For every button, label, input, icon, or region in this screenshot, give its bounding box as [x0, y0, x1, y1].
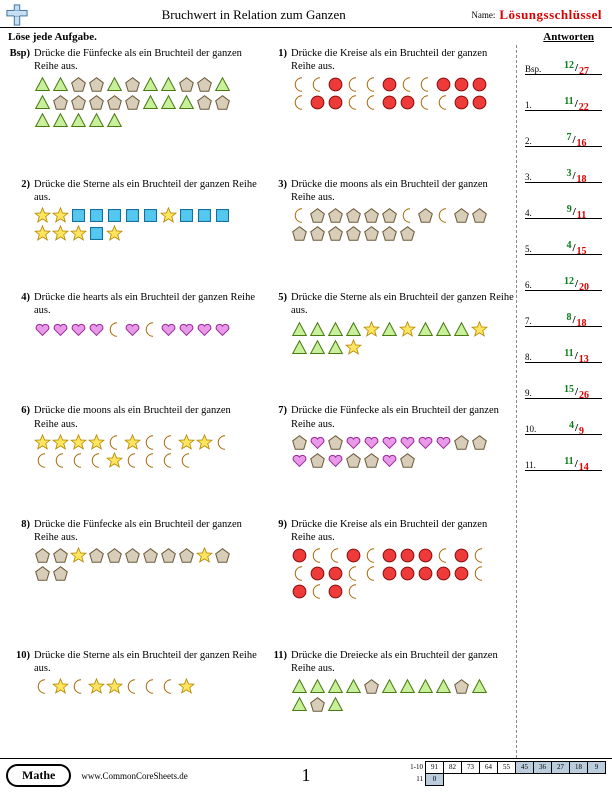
problems-grid: Bsp) Drücke die Fünfecke als ein Bruchte… — [8, 45, 516, 758]
problem: 1) Drücke die Kreise als ein Bruchteil d… — [265, 45, 516, 174]
answer-value: 9/11 — [551, 206, 602, 218]
problem-number: 2) — [8, 178, 34, 283]
problem-text: Drücke die Sterne als ein Bruchteil der … — [34, 649, 257, 675]
answer-label: 10. — [525, 424, 551, 434]
answer-row: Bsp. 12/27 — [525, 47, 602, 75]
shape-row — [34, 434, 244, 469]
problem-number: 7) — [265, 404, 291, 509]
answer-row: 2. 7/16 — [525, 119, 602, 147]
site-url: www.CommonCoreSheets.de — [81, 771, 187, 781]
shape-row — [34, 678, 244, 695]
shape-row — [291, 434, 501, 469]
logo-icon — [6, 4, 28, 26]
problem-number: 5) — [265, 291, 291, 396]
score-grid: 1-109182736455453627189110 — [404, 761, 607, 786]
problem-number: 11) — [265, 649, 291, 754]
answers-column: Bsp. 12/27 1. 11/22 2. 7/16 3. 3/18 4. 9… — [516, 45, 606, 758]
problem-text: Drücke die moons als ein Bruchteil der g… — [291, 178, 514, 204]
answer-row: 3. 3/18 — [525, 155, 602, 183]
footer: Mathe www.CommonCoreSheets.de 1 1-109182… — [0, 758, 612, 792]
problem: 3) Drücke die moons als ein Bruchteil de… — [265, 176, 516, 287]
answer-value: 11/22 — [551, 98, 602, 110]
answer-label: 11. — [525, 460, 551, 470]
answer-label: 3. — [525, 172, 551, 182]
answers-heading: Antworten — [543, 31, 594, 43]
problem-text: Drücke die Kreise als ein Bruchteil der … — [291, 518, 514, 544]
answer-value: 4/15 — [551, 242, 602, 254]
problem-number: Bsp) — [8, 47, 34, 170]
problem: 5) Drücke die Sterne als ein Bruchteil d… — [265, 289, 516, 400]
problem: 6) Drücke die moons als ein Bruchteil de… — [8, 402, 259, 513]
shape-row — [291, 76, 501, 111]
problem: 2) Drücke die Sterne als ein Bruchteil d… — [8, 176, 259, 287]
answer-value: 4/9 — [551, 422, 602, 434]
problem-text: Drücke die Fünfecke als ein Bruchteil de… — [291, 404, 514, 430]
shape-row — [291, 321, 501, 356]
answer-row: 8. 11/13 — [525, 335, 602, 363]
problem: 11) Drücke die Dreiecke als ein Bruchtei… — [265, 647, 516, 758]
answer-value: 12/27 — [551, 62, 602, 74]
problem-text: Drücke die Kreise als ein Bruchteil der … — [291, 47, 514, 73]
answer-label: 1. — [525, 100, 551, 110]
problem: 10) Drücke die Sterne als ein Bruchteil … — [8, 647, 259, 758]
problem-text: Drücke die Sterne als ein Bruchteil der … — [34, 178, 257, 204]
answer-row: 1. 11/22 — [525, 83, 602, 111]
answer-value: 7/16 — [551, 134, 602, 146]
answer-row: 5. 4/15 — [525, 227, 602, 255]
name-label: Name: — [471, 10, 495, 20]
shape-row — [34, 321, 244, 338]
problem: 4) Drücke die hearts als ein Bruchteil d… — [8, 289, 259, 400]
answer-value: 3/18 — [551, 170, 602, 182]
problem-number: 1) — [265, 47, 291, 170]
answer-row: 6. 12/20 — [525, 263, 602, 291]
answer-label: 5. — [525, 244, 551, 254]
answer-label: 2. — [525, 136, 551, 146]
answer-value: 15/26 — [551, 386, 602, 398]
answer-value: 12/20 — [551, 278, 602, 290]
answer-row: 4. 9/11 — [525, 191, 602, 219]
problem: Bsp) Drücke die Fünfecke als ein Bruchte… — [8, 45, 259, 174]
page-number: 1 — [302, 765, 311, 786]
header: Bruchwert in Relation zum Ganzen Name: L… — [0, 0, 612, 28]
problem-text: Drücke die Dreiecke als ein Bruchteil de… — [291, 649, 514, 675]
answer-value: 11/13 — [551, 350, 602, 362]
problem: 9) Drücke die Kreise als ein Bruchteil d… — [265, 516, 516, 645]
problem-number: 9) — [265, 518, 291, 641]
problem: 8) Drücke die Fünfecke als ein Bruchteil… — [8, 516, 259, 645]
answer-label: 9. — [525, 388, 551, 398]
answer-value: 11/14 — [551, 458, 602, 470]
answer-label: 4. — [525, 208, 551, 218]
problem-number: 6) — [8, 404, 34, 509]
page-title: Bruchwert in Relation zum Ganzen — [36, 7, 471, 23]
subheader: Löse jede Aufgabe. Antworten — [0, 28, 612, 45]
problem-number: 8) — [8, 518, 34, 641]
problem-text: Drücke die moons als ein Bruchteil der g… — [34, 404, 257, 430]
answer-row: 10. 4/9 — [525, 407, 602, 435]
shape-row — [34, 547, 244, 582]
shape-row — [291, 678, 501, 713]
problem-number: 3) — [265, 178, 291, 283]
shape-row — [291, 547, 501, 600]
problem-text: Drücke die Fünfecke als ein Bruchteil de… — [34, 518, 257, 544]
problem: 7) Drücke die Fünfecke als ein Bruchteil… — [265, 402, 516, 513]
subject-badge: Mathe — [6, 764, 71, 787]
answer-value: 8/18 — [551, 314, 602, 326]
instruction: Löse jede Aufgabe. — [8, 31, 97, 43]
answer-label: 6. — [525, 280, 551, 290]
answer-label: 7. — [525, 316, 551, 326]
shape-row — [34, 207, 244, 242]
answer-label: 8. — [525, 352, 551, 362]
problem-number: 4) — [8, 291, 34, 396]
answer-row: 11. 11/14 — [525, 443, 602, 471]
answer-row: 7. 8/18 — [525, 299, 602, 327]
shape-row — [34, 76, 244, 129]
problem-text: Drücke die Fünfecke als ein Bruchteil de… — [34, 47, 257, 73]
problem-text: Drücke die hearts als ein Bruchteil der … — [34, 291, 257, 317]
answer-label: Bsp. — [525, 64, 551, 74]
answer-key-label: Lösungsschlüssel — [499, 7, 602, 23]
problem-text: Drücke die Sterne als ein Bruchteil der … — [291, 291, 514, 317]
shape-row — [291, 207, 501, 242]
answer-row: 9. 15/26 — [525, 371, 602, 399]
problem-number: 10) — [8, 649, 34, 754]
